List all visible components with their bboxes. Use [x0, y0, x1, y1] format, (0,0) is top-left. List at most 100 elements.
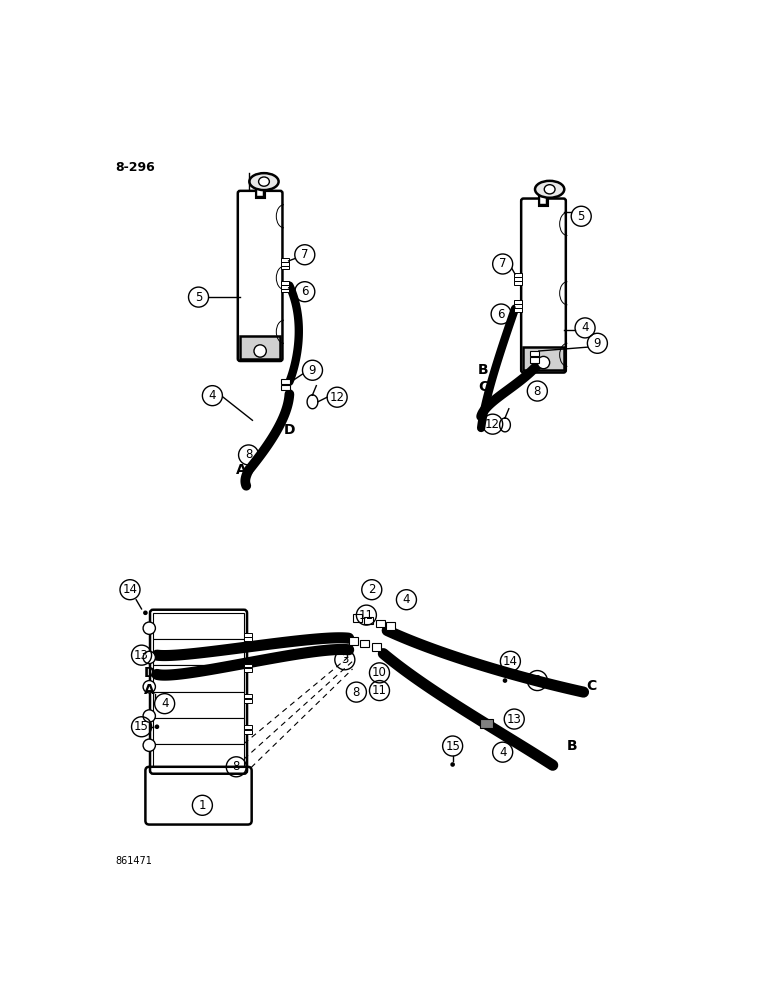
Bar	[353, 614, 362, 622]
Bar	[244, 694, 252, 698]
Text: 6: 6	[301, 285, 309, 298]
Bar	[523, 347, 564, 370]
Bar	[281, 262, 289, 266]
Text: 13: 13	[506, 713, 522, 726]
Bar	[386, 622, 395, 630]
Bar	[530, 357, 539, 363]
Ellipse shape	[259, 177, 269, 186]
Bar	[514, 300, 522, 304]
Text: 4: 4	[403, 593, 410, 606]
Text: 861471: 861471	[115, 856, 152, 866]
Bar	[372, 643, 381, 651]
Text: 8-296: 8-296	[115, 161, 155, 174]
FancyBboxPatch shape	[238, 191, 283, 361]
Circle shape	[143, 610, 147, 615]
FancyBboxPatch shape	[521, 199, 566, 373]
Text: 9: 9	[594, 337, 601, 350]
Text: C: C	[586, 679, 596, 693]
Bar	[244, 725, 252, 729]
Bar	[281, 385, 290, 390]
Bar	[153, 744, 244, 771]
Bar	[479, 719, 493, 728]
Text: A: A	[235, 463, 246, 477]
Text: D: D	[144, 666, 155, 680]
Circle shape	[254, 345, 266, 357]
Text: 5: 5	[195, 291, 202, 304]
Text: 1: 1	[198, 799, 206, 812]
Bar	[281, 379, 290, 384]
Text: 14: 14	[503, 655, 518, 668]
Bar	[153, 692, 244, 718]
Text: 9: 9	[309, 364, 317, 377]
Text: 4: 4	[161, 697, 168, 710]
Bar	[530, 351, 539, 356]
Bar	[153, 639, 244, 665]
FancyBboxPatch shape	[145, 767, 252, 825]
Text: 2: 2	[368, 583, 375, 596]
Bar	[514, 273, 522, 277]
Bar	[514, 308, 522, 312]
Text: 8: 8	[533, 385, 541, 398]
Ellipse shape	[544, 185, 555, 194]
Bar	[349, 637, 358, 645]
Ellipse shape	[535, 181, 564, 198]
Bar	[281, 266, 289, 269]
Circle shape	[450, 762, 455, 767]
Text: 13: 13	[134, 649, 149, 662]
Bar	[361, 640, 370, 647]
Bar	[514, 304, 522, 308]
Bar	[244, 730, 252, 734]
Text: 14: 14	[123, 583, 137, 596]
Text: 3: 3	[341, 653, 348, 666]
Bar	[281, 285, 289, 289]
Bar	[281, 281, 289, 285]
Bar	[153, 613, 244, 639]
Bar	[364, 617, 374, 624]
Text: 6: 6	[497, 308, 505, 321]
Text: 7: 7	[301, 248, 309, 261]
Text: 4: 4	[581, 321, 589, 334]
Text: 15: 15	[445, 740, 460, 753]
Text: 10: 10	[372, 666, 387, 679]
Text: 8: 8	[245, 448, 252, 461]
Text: 4: 4	[499, 746, 506, 759]
Bar	[153, 718, 244, 744]
Bar	[281, 289, 289, 292]
Text: A: A	[144, 683, 154, 697]
Bar	[244, 664, 252, 667]
Text: 7: 7	[499, 257, 506, 270]
Bar	[240, 336, 280, 359]
Text: 12: 12	[330, 391, 344, 404]
Text: 12: 12	[485, 418, 500, 431]
Circle shape	[537, 356, 550, 369]
Bar	[244, 668, 252, 672]
Text: D: D	[283, 423, 295, 437]
Text: 8: 8	[232, 760, 240, 773]
Circle shape	[503, 678, 507, 683]
Text: B: B	[478, 363, 489, 377]
Circle shape	[154, 724, 159, 729]
Text: 15: 15	[134, 720, 149, 733]
Circle shape	[143, 622, 155, 634]
Bar	[244, 637, 252, 641]
Text: 11: 11	[359, 609, 374, 622]
Circle shape	[143, 739, 155, 751]
Bar	[281, 258, 289, 262]
Text: 8: 8	[353, 686, 360, 699]
Circle shape	[143, 681, 155, 693]
Bar	[153, 665, 244, 692]
Text: 4: 4	[208, 389, 216, 402]
Bar	[514, 277, 522, 281]
Bar	[514, 281, 522, 285]
Circle shape	[143, 651, 155, 664]
Text: C: C	[479, 380, 489, 394]
Bar	[244, 699, 252, 703]
Circle shape	[143, 710, 155, 722]
Text: 5: 5	[577, 210, 585, 223]
Ellipse shape	[249, 173, 279, 190]
Bar	[244, 633, 252, 637]
Text: B: B	[567, 739, 577, 753]
Text: 11: 11	[372, 684, 387, 697]
Bar	[376, 620, 385, 627]
Text: 8: 8	[533, 674, 541, 687]
